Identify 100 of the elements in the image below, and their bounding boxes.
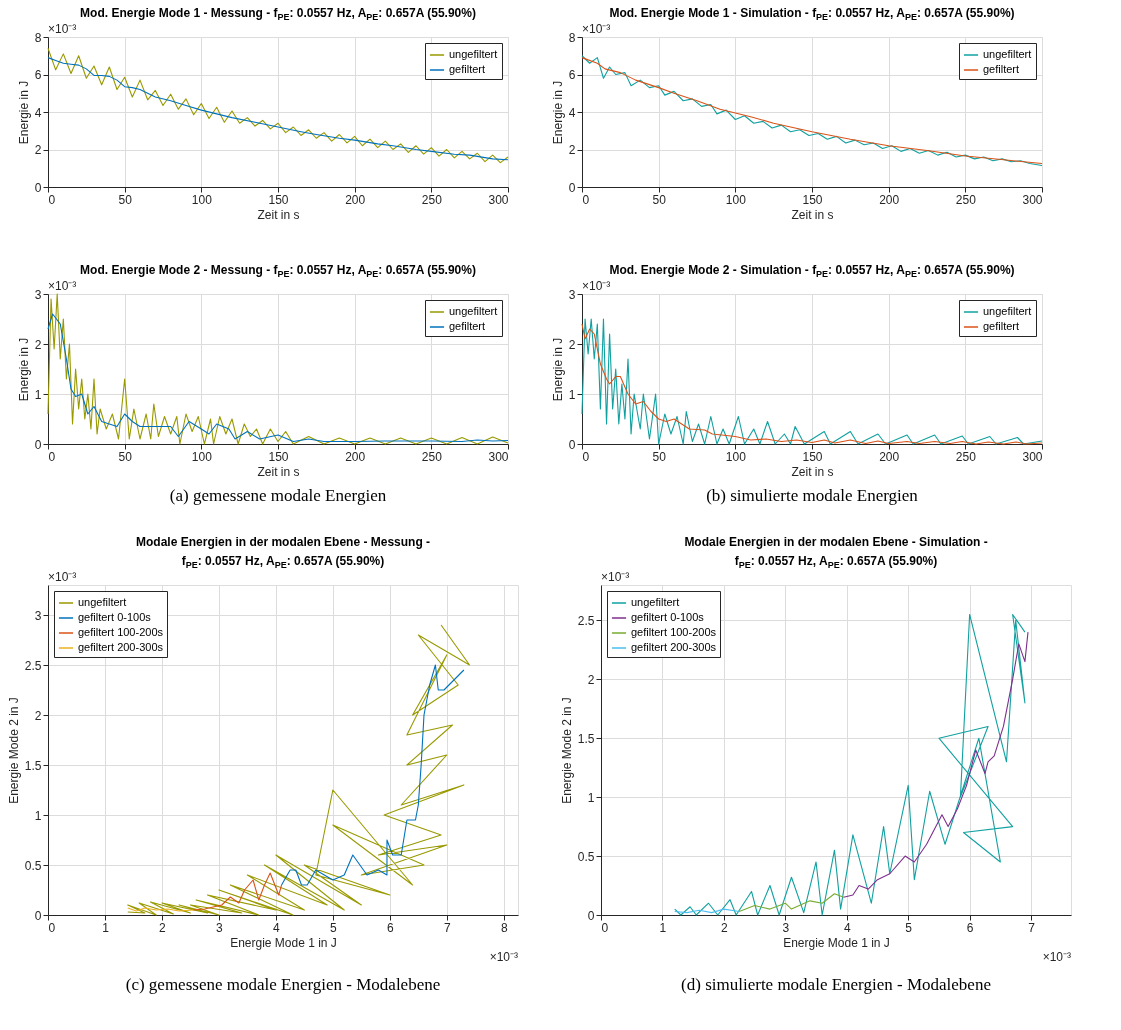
y-tick-label: 2.5 — [24, 658, 42, 673]
line-series — [843, 631, 1029, 898]
y-tick-label: 4 — [34, 105, 42, 120]
text: ×10⁻³ — [48, 22, 77, 36]
x-axis-title: Zeit in s — [257, 464, 300, 479]
y-tick-label: 4 — [568, 105, 576, 120]
x-tick-label: 7 — [443, 920, 451, 935]
x-tick-label: 5 — [905, 920, 913, 935]
y-tick-label: 0 — [34, 180, 42, 195]
x-tick-label: 5 — [330, 920, 337, 935]
y-tick-label: 1 — [587, 790, 595, 805]
legend-label: ungefiltert — [983, 48, 1032, 60]
y-tick-label: 1.5 — [24, 758, 42, 773]
line-series — [738, 893, 845, 913]
legend-label: gefiltert 200-300s — [631, 641, 717, 653]
x-tick-label: 250 — [421, 192, 443, 207]
x-tick-label: 100 — [191, 192, 213, 207]
y-tick-label: 0 — [568, 180, 576, 195]
y-tick-label: 3 — [34, 608, 42, 623]
text: ×10⁻³ — [1042, 950, 1071, 964]
legend-label: gefiltert 0-100s — [631, 611, 705, 623]
y-tick-label: 8 — [34, 30, 42, 45]
x-tick-label: 4 — [273, 920, 281, 935]
x-tick-label: 150 — [802, 449, 823, 464]
legend-label: ungefiltert — [78, 596, 127, 608]
x-tick-label: 250 — [955, 192, 977, 207]
x-tick-label: 6 — [966, 920, 974, 935]
line-series — [281, 664, 465, 886]
text: ×10⁻³ — [48, 570, 77, 584]
line-series — [192, 872, 283, 911]
x-tick-label: 0 — [48, 920, 56, 935]
x-tick-label: 50 — [652, 192, 667, 207]
y-axis-title: Energie in J — [16, 337, 31, 402]
x-tick-label: 100 — [191, 449, 213, 464]
y-tick-label: 1 — [34, 808, 42, 823]
text: ×10⁻³ — [601, 570, 630, 584]
y-axis-title: Energie in J — [550, 337, 565, 402]
y-tick-label: 0.5 — [577, 849, 595, 864]
y-tick-label: 2.5 — [577, 613, 595, 628]
x-tick-label: 150 — [268, 449, 289, 464]
text: ×10⁻³ — [48, 279, 77, 293]
y-tick-label: 0 — [587, 908, 595, 923]
legend-label: gefiltert — [449, 63, 486, 75]
y-tick-label: 0.5 — [24, 858, 42, 873]
legend-label: ungefiltert — [449, 48, 498, 60]
text: ×10⁻³ — [582, 279, 611, 293]
y-tick-label: 0 — [34, 437, 42, 452]
y-axis-title: Energie in J — [550, 80, 565, 145]
y-tick-label: 1 — [568, 387, 576, 402]
x-tick-label: 2 — [721, 920, 729, 935]
y-tick-label: 3 — [568, 287, 576, 302]
x-tick-label: 200 — [345, 192, 366, 207]
text: (d) simulierte modale Energien - Modalebene — [681, 975, 991, 994]
y-axis-title: Energie Mode 2 in J — [6, 697, 21, 804]
x-axis-title: Zeit in s — [791, 207, 834, 222]
y-tick-label: 8 — [568, 30, 576, 45]
y-tick-label: 2 — [34, 337, 42, 352]
legend-label: gefiltert 100-200s — [631, 626, 717, 638]
legend-label: gefiltert 200-300s — [78, 641, 164, 653]
text: (b) simulierte modale Energien — [706, 486, 919, 505]
y-tick-label: 2 — [34, 143, 42, 157]
y-tick-label: 6 — [568, 68, 576, 82]
x-tick-label: 2 — [159, 920, 167, 935]
legend-label: ungefiltert — [449, 305, 498, 317]
x-axis-title: Zeit in s — [257, 207, 300, 222]
x-tick-label: 0 — [48, 192, 56, 207]
x-tick-label: 300 — [1022, 192, 1043, 207]
y-tick-label: 6 — [34, 68, 42, 82]
x-tick-label: 300 — [488, 192, 509, 207]
x-tick-label: 50 — [118, 192, 133, 207]
y-tick-label: 3 — [34, 287, 42, 302]
x-tick-label: 50 — [652, 449, 667, 464]
y-tick-label: 2 — [34, 708, 42, 723]
legend-label: ungefiltert — [631, 596, 680, 608]
x-axis-title: Zeit in s — [791, 464, 834, 479]
x-tick-label: 100 — [725, 192, 747, 207]
x-tick-label: 250 — [421, 449, 443, 464]
x-tick-label: 250 — [955, 449, 977, 464]
text: ×10⁻³ — [582, 22, 611, 36]
x-tick-label: 0 — [48, 449, 56, 464]
y-tick-label: 1 — [34, 387, 42, 402]
x-tick-label: 1 — [102, 920, 110, 935]
x-tick-label: 3 — [782, 920, 790, 935]
x-tick-label: 200 — [879, 449, 900, 464]
text: (a) gemessene modale Energien — [169, 486, 387, 505]
x-tick-label: 8 — [500, 920, 508, 935]
x-axis-title: Energie Mode 1 in J — [783, 935, 890, 950]
x-tick-label: 1 — [659, 920, 667, 935]
legend-label: gefiltert 100-200s — [78, 626, 164, 638]
x-tick-label: 200 — [345, 449, 366, 464]
text: (c) gemessene modale Energien - Modalebene — [125, 975, 441, 994]
x-axis-title: Energie Mode 1 in J — [230, 935, 337, 950]
y-tick-label: 2 — [587, 672, 595, 687]
y-tick-label: 0 — [34, 908, 42, 923]
legend-label: gefiltert 0-100s — [78, 611, 152, 623]
x-tick-label: 7 — [1028, 920, 1036, 935]
legend-label: ungefiltert — [983, 305, 1032, 317]
y-tick-label: 1.5 — [577, 731, 595, 746]
x-tick-label: 50 — [118, 449, 133, 464]
x-tick-label: 3 — [216, 920, 224, 935]
